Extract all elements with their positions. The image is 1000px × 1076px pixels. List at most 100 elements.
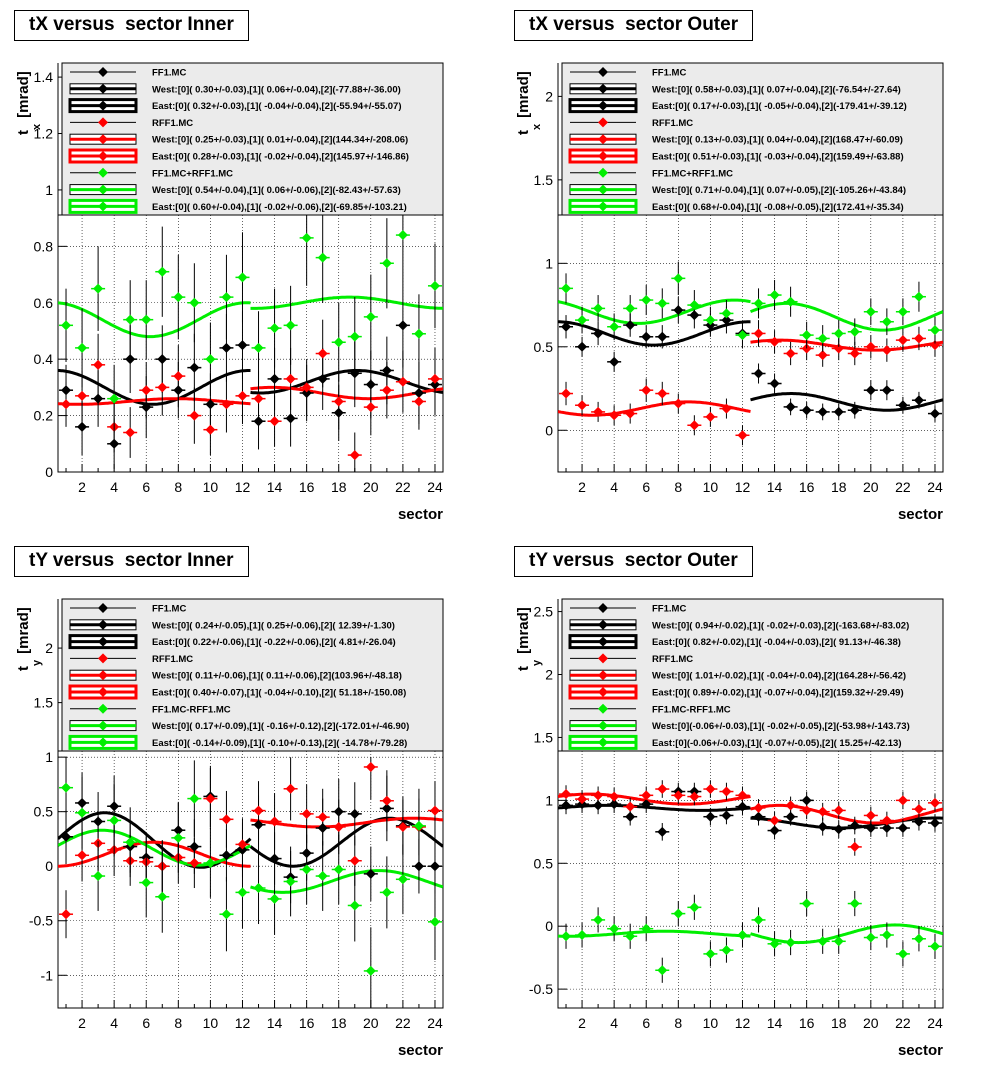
x-tick-label: 20 (363, 1015, 379, 1031)
y-axis-title-sub: x (531, 123, 543, 130)
x-tick-label: 16 (799, 1015, 815, 1031)
data-point (705, 411, 716, 422)
data-point (301, 808, 312, 819)
legend-label: RFF1.MC (652, 118, 693, 129)
data-point (365, 868, 376, 879)
legend-marker (98, 201, 108, 212)
data-point (333, 337, 344, 348)
plot-area (57, 750, 444, 1009)
data-point (285, 320, 296, 331)
data-layer (58, 757, 443, 1008)
legend-marker (598, 603, 608, 613)
data-point (561, 283, 572, 294)
data-point (397, 821, 408, 832)
data-point (77, 342, 88, 353)
legend-marker (98, 151, 108, 161)
data-point (141, 314, 152, 325)
data-point (429, 280, 440, 291)
y-axis-title: tx [mrad] (515, 71, 543, 135)
data-point (221, 292, 232, 303)
data-point (673, 790, 684, 801)
x-tick-label: 2 (78, 1015, 86, 1031)
data-point (561, 388, 572, 399)
x-tick-label: 24 (927, 479, 943, 495)
data-point (157, 891, 168, 902)
data-point (881, 930, 892, 941)
legend-marker (98, 720, 108, 731)
legend-marker (98, 134, 108, 145)
data-point (561, 789, 572, 800)
data-point (77, 421, 88, 432)
y-axis-title-sub: y (531, 659, 543, 666)
legend-marker (98, 167, 108, 178)
y-tick-label: 0.5 (534, 339, 554, 355)
x-tick-label: 6 (642, 479, 650, 495)
data-point (93, 393, 104, 404)
data-point (689, 300, 700, 311)
chart-title: tX versus sector Inner (14, 10, 249, 41)
data-point (833, 805, 844, 816)
legend-marker (598, 134, 608, 145)
x-tick-label: 16 (799, 479, 815, 495)
y-axis-title-main: t (515, 666, 532, 671)
y-tick-label: 1.5 (534, 172, 554, 188)
x-tick-label: 22 (395, 1015, 411, 1031)
legend-marker (598, 619, 608, 630)
legend-marker (98, 670, 108, 681)
x-tick-label: 4 (610, 479, 618, 495)
y-tick-label: 1 (45, 749, 53, 765)
data-point (817, 406, 828, 417)
data-point (349, 855, 360, 866)
data-point (141, 385, 152, 396)
legend-marker (98, 100, 108, 111)
data-point (93, 871, 104, 882)
data-point (593, 790, 604, 801)
legend-label: East:[0]( 0.28+/-0.03),[1]( -0.02+/-0.04… (152, 152, 409, 163)
data-point (397, 320, 408, 331)
data-point (429, 861, 440, 872)
data-point (413, 861, 424, 872)
data-point (173, 371, 184, 382)
y-tick-label: 1.5 (34, 695, 54, 711)
x-tick-label: 6 (142, 479, 150, 495)
x-tick-label: 6 (142, 1015, 150, 1031)
data-point (237, 887, 248, 898)
data-point (801, 405, 812, 416)
y-tick-label: 1.5 (534, 729, 554, 745)
data-point (849, 841, 860, 852)
chart-plot-tx-outer: 2 4 6 8 10 12 14 16 18 20 22 2400.511.52tx[mrad]sec… (515, 62, 944, 523)
data-point (221, 399, 232, 410)
legend-label: FF1.MC (152, 68, 186, 79)
data-point (625, 303, 636, 314)
data-point (61, 909, 72, 920)
data-point (929, 797, 940, 808)
data-point (173, 832, 184, 843)
data-point (609, 923, 620, 934)
data-point (109, 393, 120, 404)
data-point (673, 273, 684, 284)
data-point (61, 782, 72, 793)
data-point (865, 306, 876, 317)
data-point (221, 850, 232, 861)
data-point (365, 311, 376, 322)
data-point (849, 820, 860, 831)
data-point (673, 908, 684, 919)
data-point (721, 810, 732, 821)
data-point (737, 790, 748, 801)
data-point (221, 909, 232, 920)
data-point (817, 350, 828, 361)
data-point (285, 783, 296, 794)
data-point (609, 356, 620, 367)
data-point (625, 931, 636, 942)
data-point (689, 902, 700, 913)
data-point (349, 450, 360, 461)
data-point (801, 795, 812, 806)
x-tick-label: 8 (174, 479, 182, 495)
data-point (413, 328, 424, 339)
y-axis-title-main: t (15, 666, 32, 671)
legend-label: East:[0]( 0.82+/-0.02),[1]( -0.04+/-0.03… (652, 637, 901, 648)
data-point (705, 784, 716, 795)
legend-label: West:[0]( 0.30+/-0.03),[1]( 0.06+/-0.04)… (152, 84, 401, 95)
data-point (237, 272, 248, 283)
fit-curve (750, 816, 943, 830)
